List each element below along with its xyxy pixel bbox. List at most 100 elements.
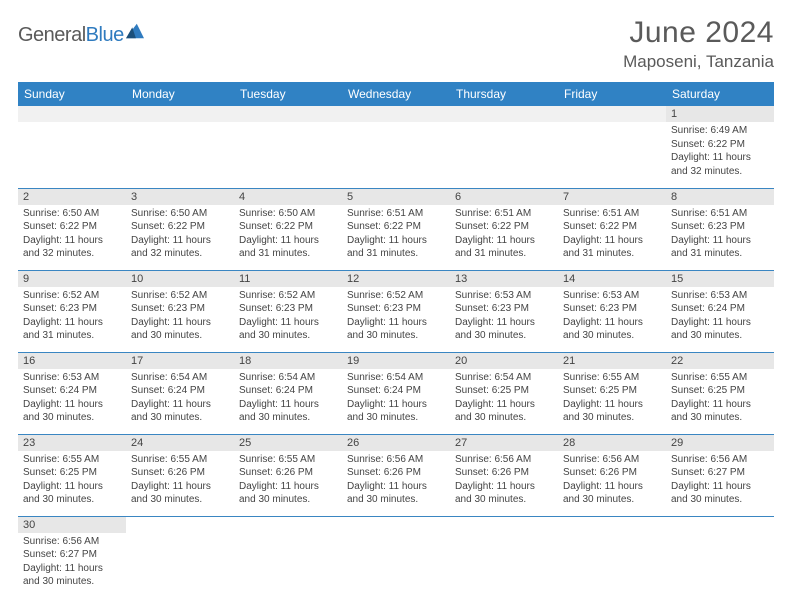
calendar-cell: [234, 516, 342, 598]
day-details: Sunrise: 6:54 AMSunset: 6:25 PMDaylight:…: [450, 369, 558, 429]
day-number: 13: [450, 271, 558, 287]
calendar-row: 1Sunrise: 6:49 AMSunset: 6:22 PMDaylight…: [18, 106, 774, 188]
day-details: Sunrise: 6:56 AMSunset: 6:26 PMDaylight:…: [558, 451, 666, 511]
day-details: Sunrise: 6:52 AMSunset: 6:23 PMDaylight:…: [126, 287, 234, 347]
day-details: Sunrise: 6:50 AMSunset: 6:22 PMDaylight:…: [126, 205, 234, 265]
day-details: Sunrise: 6:54 AMSunset: 6:24 PMDaylight:…: [126, 369, 234, 429]
day-number: 16: [18, 353, 126, 369]
day-details: Sunrise: 6:52 AMSunset: 6:23 PMDaylight:…: [342, 287, 450, 347]
calendar-body: 1Sunrise: 6:49 AMSunset: 6:22 PMDaylight…: [18, 106, 774, 598]
month-title: June 2024: [623, 16, 774, 50]
day-number: 7: [558, 189, 666, 205]
day-details: Sunrise: 6:54 AMSunset: 6:24 PMDaylight:…: [342, 369, 450, 429]
calendar-cell: 19Sunrise: 6:54 AMSunset: 6:24 PMDayligh…: [342, 352, 450, 434]
day-details: Sunrise: 6:51 AMSunset: 6:22 PMDaylight:…: [558, 205, 666, 265]
calendar-cell: 20Sunrise: 6:54 AMSunset: 6:25 PMDayligh…: [450, 352, 558, 434]
day-number: 18: [234, 353, 342, 369]
calendar-cell: 4Sunrise: 6:50 AMSunset: 6:22 PMDaylight…: [234, 188, 342, 270]
calendar-cell: 23Sunrise: 6:55 AMSunset: 6:25 PMDayligh…: [18, 434, 126, 516]
day-details: Sunrise: 6:56 AMSunset: 6:27 PMDaylight:…: [666, 451, 774, 511]
calendar-cell: 18Sunrise: 6:54 AMSunset: 6:24 PMDayligh…: [234, 352, 342, 434]
calendar-cell: 8Sunrise: 6:51 AMSunset: 6:23 PMDaylight…: [666, 188, 774, 270]
calendar-cell: [558, 106, 666, 188]
calendar-cell: 12Sunrise: 6:52 AMSunset: 6:23 PMDayligh…: [342, 270, 450, 352]
day-number: 4: [234, 189, 342, 205]
weekday-header: Thursday: [450, 82, 558, 106]
day-number: 5: [342, 189, 450, 205]
weekday-header: Saturday: [666, 82, 774, 106]
calendar-cell: 30Sunrise: 6:56 AMSunset: 6:27 PMDayligh…: [18, 516, 126, 598]
calendar-cell: [450, 516, 558, 598]
calendar-cell: 15Sunrise: 6:53 AMSunset: 6:24 PMDayligh…: [666, 270, 774, 352]
calendar-table: Sunday Monday Tuesday Wednesday Thursday…: [18, 82, 774, 598]
day-details: Sunrise: 6:51 AMSunset: 6:22 PMDaylight:…: [450, 205, 558, 265]
calendar-cell: 1Sunrise: 6:49 AMSunset: 6:22 PMDaylight…: [666, 106, 774, 188]
calendar-row: 23Sunrise: 6:55 AMSunset: 6:25 PMDayligh…: [18, 434, 774, 516]
brand-text: GeneralBlue: [18, 24, 124, 47]
calendar-cell: [18, 106, 126, 188]
calendar-cell: 6Sunrise: 6:51 AMSunset: 6:22 PMDaylight…: [450, 188, 558, 270]
day-number: 17: [126, 353, 234, 369]
day-details: Sunrise: 6:55 AMSunset: 6:25 PMDaylight:…: [18, 451, 126, 511]
day-number: 25: [234, 435, 342, 451]
calendar-cell: 13Sunrise: 6:53 AMSunset: 6:23 PMDayligh…: [450, 270, 558, 352]
calendar-cell: [666, 516, 774, 598]
day-details: Sunrise: 6:52 AMSunset: 6:23 PMDaylight:…: [234, 287, 342, 347]
calendar-cell: [342, 106, 450, 188]
calendar-cell: [450, 106, 558, 188]
calendar-cell: 25Sunrise: 6:55 AMSunset: 6:26 PMDayligh…: [234, 434, 342, 516]
day-number: 28: [558, 435, 666, 451]
calendar-cell: 2Sunrise: 6:50 AMSunset: 6:22 PMDaylight…: [18, 188, 126, 270]
day-number: 26: [342, 435, 450, 451]
day-number: 23: [18, 435, 126, 451]
weekday-header: Wednesday: [342, 82, 450, 106]
day-number: 12: [342, 271, 450, 287]
day-details: Sunrise: 6:55 AMSunset: 6:26 PMDaylight:…: [234, 451, 342, 511]
calendar-cell: 9Sunrise: 6:52 AMSunset: 6:23 PMDaylight…: [18, 270, 126, 352]
calendar-cell: [126, 516, 234, 598]
calendar-cell: [234, 106, 342, 188]
calendar-row: 9Sunrise: 6:52 AMSunset: 6:23 PMDaylight…: [18, 270, 774, 352]
day-number: 1: [666, 106, 774, 122]
calendar-row: 30Sunrise: 6:56 AMSunset: 6:27 PMDayligh…: [18, 516, 774, 598]
day-number: 30: [18, 517, 126, 533]
day-details: Sunrise: 6:52 AMSunset: 6:23 PMDaylight:…: [18, 287, 126, 347]
brand-part2: Blue: [86, 24, 124, 46]
day-number: 20: [450, 353, 558, 369]
title-block: June 2024 Maposeni, Tanzania: [623, 16, 774, 72]
calendar-cell: 26Sunrise: 6:56 AMSunset: 6:26 PMDayligh…: [342, 434, 450, 516]
day-details: Sunrise: 6:53 AMSunset: 6:23 PMDaylight:…: [558, 287, 666, 347]
day-details: Sunrise: 6:49 AMSunset: 6:22 PMDaylight:…: [666, 122, 774, 182]
calendar-cell: [558, 516, 666, 598]
calendar-cell: 10Sunrise: 6:52 AMSunset: 6:23 PMDayligh…: [126, 270, 234, 352]
weekday-header: Monday: [126, 82, 234, 106]
day-details: Sunrise: 6:54 AMSunset: 6:24 PMDaylight:…: [234, 369, 342, 429]
day-details: Sunrise: 6:56 AMSunset: 6:27 PMDaylight:…: [18, 533, 126, 593]
calendar-cell: 17Sunrise: 6:54 AMSunset: 6:24 PMDayligh…: [126, 352, 234, 434]
day-details: Sunrise: 6:56 AMSunset: 6:26 PMDaylight:…: [342, 451, 450, 511]
header: GeneralBlue June 2024 Maposeni, Tanzania: [18, 16, 774, 72]
weekday-header: Tuesday: [234, 82, 342, 106]
day-number: 22: [666, 353, 774, 369]
day-details: Sunrise: 6:55 AMSunset: 6:26 PMDaylight:…: [126, 451, 234, 511]
calendar-cell: 29Sunrise: 6:56 AMSunset: 6:27 PMDayligh…: [666, 434, 774, 516]
calendar-cell: 16Sunrise: 6:53 AMSunset: 6:24 PMDayligh…: [18, 352, 126, 434]
day-details: Sunrise: 6:53 AMSunset: 6:24 PMDaylight:…: [666, 287, 774, 347]
calendar-cell: 22Sunrise: 6:55 AMSunset: 6:25 PMDayligh…: [666, 352, 774, 434]
day-number: 24: [126, 435, 234, 451]
day-details: Sunrise: 6:55 AMSunset: 6:25 PMDaylight:…: [666, 369, 774, 429]
calendar-cell: [342, 516, 450, 598]
location: Maposeni, Tanzania: [623, 52, 774, 72]
day-number: 15: [666, 271, 774, 287]
day-number: 27: [450, 435, 558, 451]
calendar-cell: 21Sunrise: 6:55 AMSunset: 6:25 PMDayligh…: [558, 352, 666, 434]
calendar-cell: 27Sunrise: 6:56 AMSunset: 6:26 PMDayligh…: [450, 434, 558, 516]
day-number: 10: [126, 271, 234, 287]
day-details: Sunrise: 6:50 AMSunset: 6:22 PMDaylight:…: [18, 205, 126, 265]
calendar-cell: 28Sunrise: 6:56 AMSunset: 6:26 PMDayligh…: [558, 434, 666, 516]
day-details: Sunrise: 6:51 AMSunset: 6:23 PMDaylight:…: [666, 205, 774, 265]
calendar-cell: 5Sunrise: 6:51 AMSunset: 6:22 PMDaylight…: [342, 188, 450, 270]
calendar-cell: 24Sunrise: 6:55 AMSunset: 6:26 PMDayligh…: [126, 434, 234, 516]
calendar-row: 2Sunrise: 6:50 AMSunset: 6:22 PMDaylight…: [18, 188, 774, 270]
day-number: 29: [666, 435, 774, 451]
